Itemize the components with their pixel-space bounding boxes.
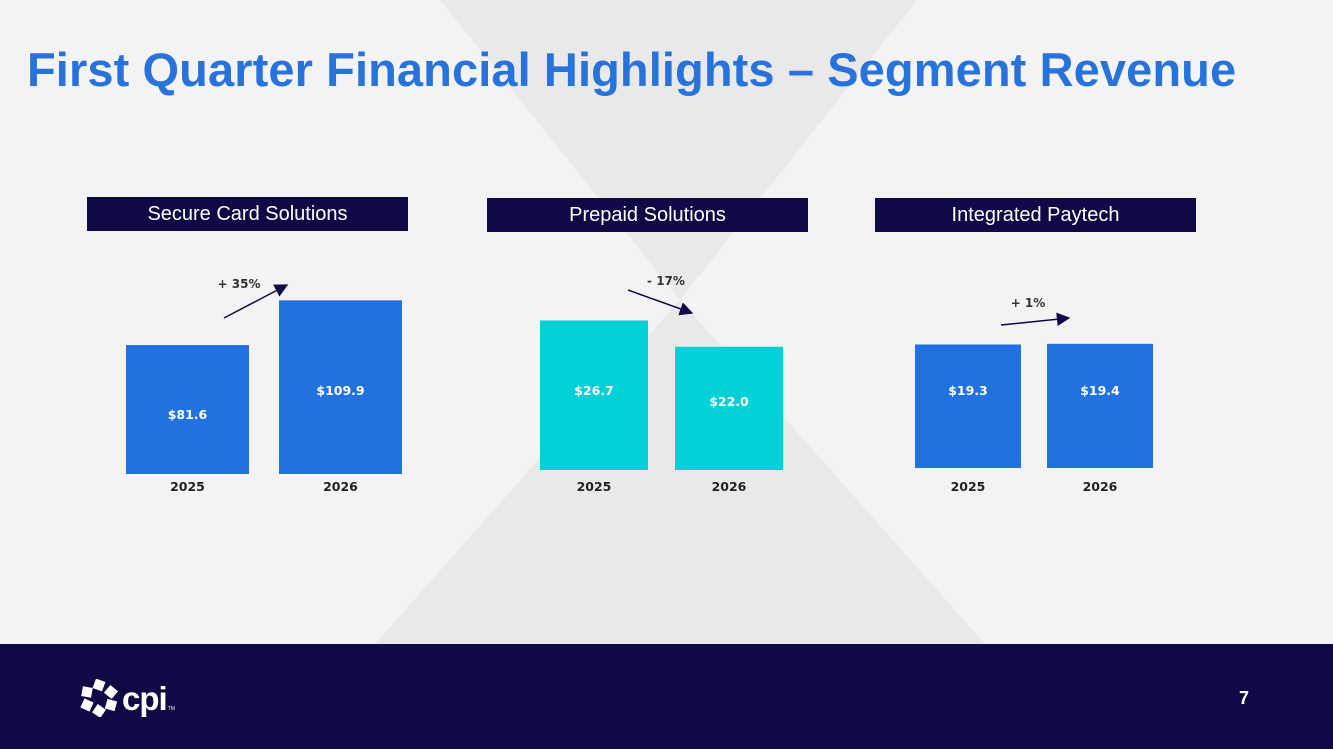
background-x-shape — [0, 0, 1333, 644]
page-number: 7 — [1238, 688, 1249, 708]
prepaid-change-label: - 17% — [647, 274, 685, 288]
slide-title: First Quarter Financial Highlights – Seg… — [27, 43, 1237, 96]
integrated-paytech-trend-arrow — [1000, 312, 1071, 326]
segment-header-secure-card: Secure Card Solutions — [87, 197, 408, 231]
secure-card-change-label: + 35% — [218, 277, 261, 291]
integrated-paytech-change-label: + 1% — [1011, 296, 1046, 310]
logo-wordmark: cpi — [122, 679, 168, 717]
footer-bar: cpi TM 7 — [0, 644, 1333, 749]
logo-trademark: TM — [167, 706, 175, 712]
secure-card-bar-2025 — [126, 345, 249, 474]
integrated-paytech-value-label-2025: $19.3 — [948, 383, 988, 398]
integrated-paytech-category-label-2026: 2026 — [1083, 479, 1118, 494]
secure-card-category-label-2026: 2026 — [323, 479, 358, 494]
prepaid-value-label-2026: $22.0 — [709, 394, 749, 409]
prepaid-category-label-2026: 2026 — [712, 479, 747, 494]
integrated-paytech-bar-2025 — [915, 344, 1021, 468]
prepaid-bar-2026 — [675, 346, 783, 470]
secure-card-bar-2026 — [279, 300, 402, 474]
integrated-paytech-value-label-2026: $19.4 — [1080, 383, 1120, 398]
prepaid-category-label-2025: 2025 — [577, 479, 612, 494]
cpi-logo: cpi TM — [80, 679, 175, 717]
prepaid-bar-2025 — [540, 320, 648, 470]
prepaid-trend-arrow — [627, 289, 694, 316]
segment-header-integrated-paytech: Integrated Paytech — [875, 198, 1196, 232]
secure-card-value-label-2025: $81.6 — [168, 407, 208, 422]
cpi-logo-mark-icon — [80, 679, 118, 717]
prepaid-value-label-2025: $26.7 — [574, 383, 614, 398]
integrated-paytech-category-label-2025: 2025 — [951, 479, 986, 494]
segment-header-prepaid: Prepaid Solutions — [487, 198, 808, 232]
segment-revenue-charts: $81.6 2025 $109.9 2026 + 35% $26.7 2025 $22.0 20… — [126, 274, 1153, 494]
secure-card-value-label-2026: $109.9 — [316, 383, 364, 398]
secure-card-category-label-2025: 2025 — [170, 479, 205, 494]
secure-card-trend-arrow — [223, 284, 289, 319]
integrated-paytech-bar-2026 — [1047, 343, 1153, 468]
